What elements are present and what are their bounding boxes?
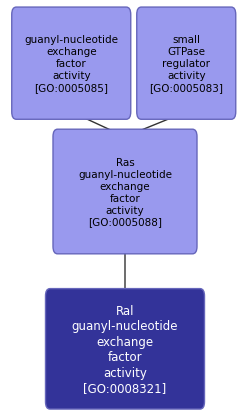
Text: small
GTPase
regulator
activity
[GO:0005083]: small GTPase regulator activity [GO:0005… [149, 35, 223, 93]
FancyBboxPatch shape [46, 289, 204, 409]
FancyBboxPatch shape [53, 130, 197, 254]
Text: Ral
guanyl-nucleotide
exchange
factor
activity
[GO:0008321]: Ral guanyl-nucleotide exchange factor ac… [72, 304, 178, 394]
Text: guanyl-nucleotide
exchange
factor
activity
[GO:0005085]: guanyl-nucleotide exchange factor activi… [24, 35, 118, 93]
FancyBboxPatch shape [12, 8, 131, 120]
Text: Ras
guanyl-nucleotide
exchange
factor
activity
[GO:0005088]: Ras guanyl-nucleotide exchange factor ac… [78, 157, 172, 227]
FancyBboxPatch shape [137, 8, 236, 120]
